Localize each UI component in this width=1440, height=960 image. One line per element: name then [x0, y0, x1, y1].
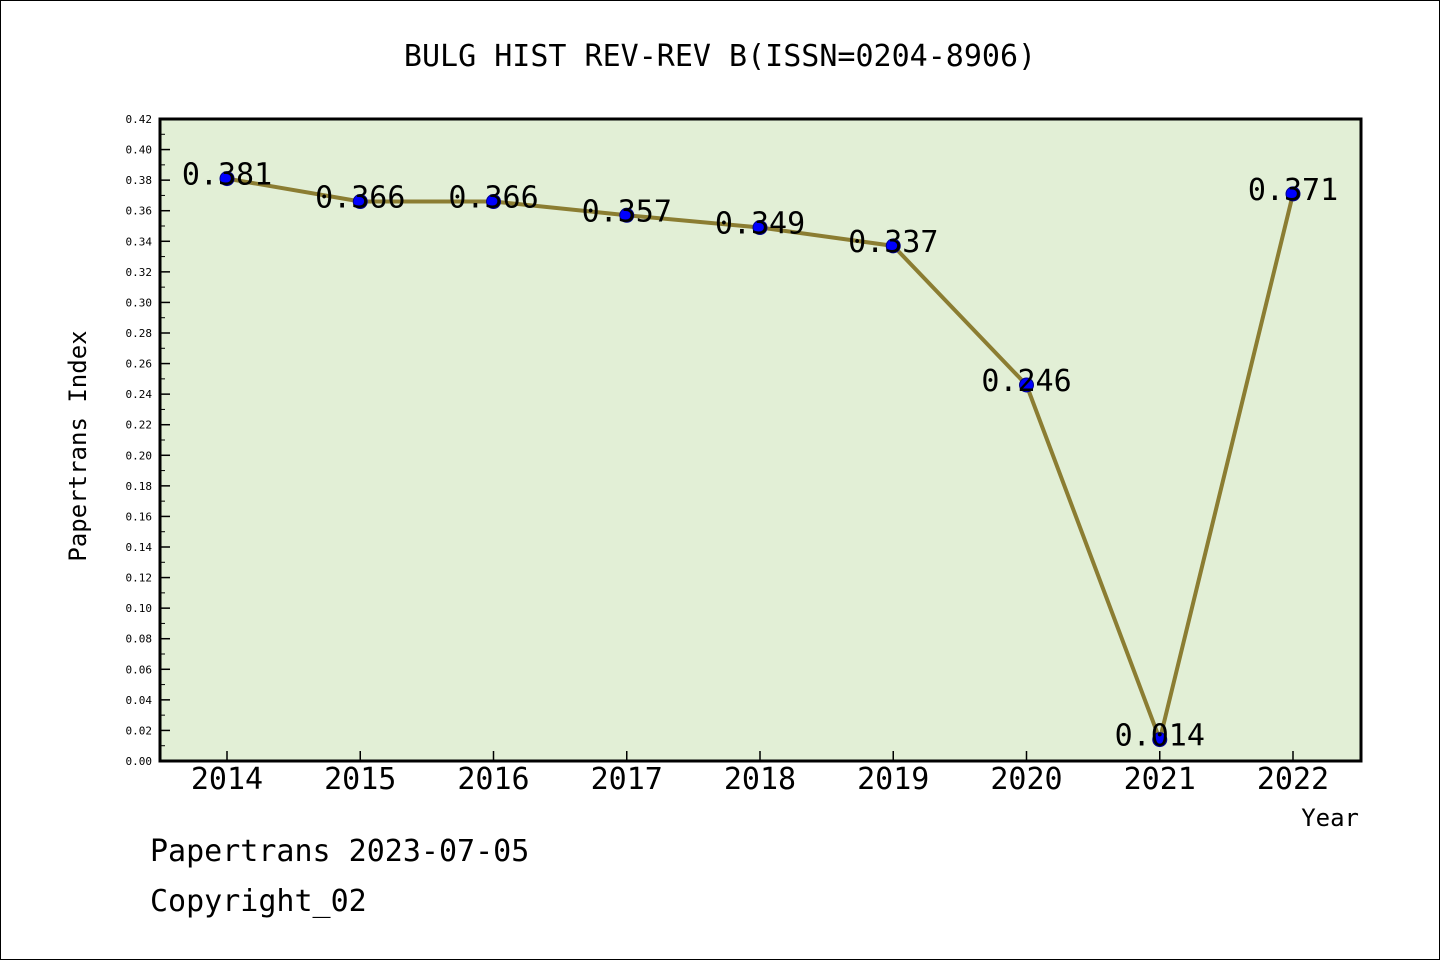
x-tick-label: 2017: [591, 762, 663, 797]
y-tick-label: 0.10: [126, 602, 153, 615]
x-tick-label: 2021: [1124, 762, 1196, 797]
y-tick-label: 0.14: [126, 541, 153, 554]
data-label: 0.349: [715, 207, 805, 242]
data-label: 0.246: [981, 364, 1071, 399]
data-point: [885, 238, 901, 254]
data-label: 0.357: [582, 194, 672, 229]
footer-copyright: Copyright_02: [150, 884, 367, 919]
data-label: 0.371: [1248, 173, 1338, 208]
x-tick-label: 2018: [724, 762, 796, 797]
y-tick-label: 0.02: [126, 724, 153, 737]
x-tick-label: 2015: [324, 762, 396, 797]
data-label: 0.337: [848, 225, 938, 260]
footer-date: Papertrans 2023-07-05: [150, 834, 530, 869]
y-tick-label: 0.24: [126, 388, 153, 401]
y-tick-label: 0.28: [126, 327, 153, 340]
y-tick-label: 0.36: [126, 205, 153, 218]
x-tick-label: 2019: [857, 762, 929, 797]
data-point: [486, 194, 501, 210]
data-label: 0.381: [182, 158, 272, 193]
data-point: [1152, 732, 1168, 748]
x-axis-label: Year: [1301, 804, 1359, 832]
data-label: 0.366: [448, 181, 538, 216]
y-tick-label: 0.16: [126, 510, 153, 523]
y-tick-label: 0.04: [126, 694, 153, 707]
y-tick-label: 0.30: [126, 296, 153, 309]
data-point: [219, 171, 235, 187]
data-point: [1019, 377, 1034, 393]
y-tick-label: 0.18: [126, 480, 153, 493]
y-tick-label: 0.22: [126, 419, 153, 432]
series: [219, 171, 1301, 748]
data-labels: 0.381 0.366 0.366 0.357 0.349 0.337 0.246 0.014…: [182, 158, 1338, 754]
y-axis: 0.00 0.02 0.04 0.06 0.08 0.10 0.12 0.14 0.16 0.18…: [126, 113, 170, 768]
y-tick-label: 0.08: [126, 633, 153, 646]
y-tick-label: 0.20: [126, 449, 153, 462]
data-point: [352, 194, 368, 210]
data-point: [619, 207, 635, 223]
y-tick-label: 0.00: [126, 755, 153, 768]
chart-title: BULG HIST REV-REV B(ISSN=0204-8906): [404, 39, 1036, 74]
y-tick-label: 0.12: [126, 572, 153, 585]
x-tick-label: 2016: [457, 762, 529, 797]
y-axis-label: Papertrans Index: [64, 330, 92, 561]
y-tick-label: 0.34: [126, 235, 153, 248]
data-label: 0.366: [315, 181, 405, 216]
data-point: [1285, 186, 1301, 202]
data-point: [752, 220, 768, 236]
y-tick-label: 0.42: [126, 113, 153, 126]
y-tick-label: 0.40: [126, 144, 153, 157]
y-tick-label: 0.06: [126, 663, 153, 676]
x-tick-label: 2020: [990, 762, 1062, 797]
data-label: 0.014: [1115, 719, 1205, 754]
y-tick-label: 0.26: [126, 358, 153, 371]
y-tick-label: 0.38: [126, 174, 153, 187]
y-tick-label: 0.32: [126, 266, 153, 279]
x-tick-label: 2022: [1257, 762, 1329, 797]
x-tick-label: 2014: [191, 762, 263, 797]
x-axis: 2014 2015 2016 2017 2018 2019 2020 2021 2022: [191, 751, 1329, 797]
